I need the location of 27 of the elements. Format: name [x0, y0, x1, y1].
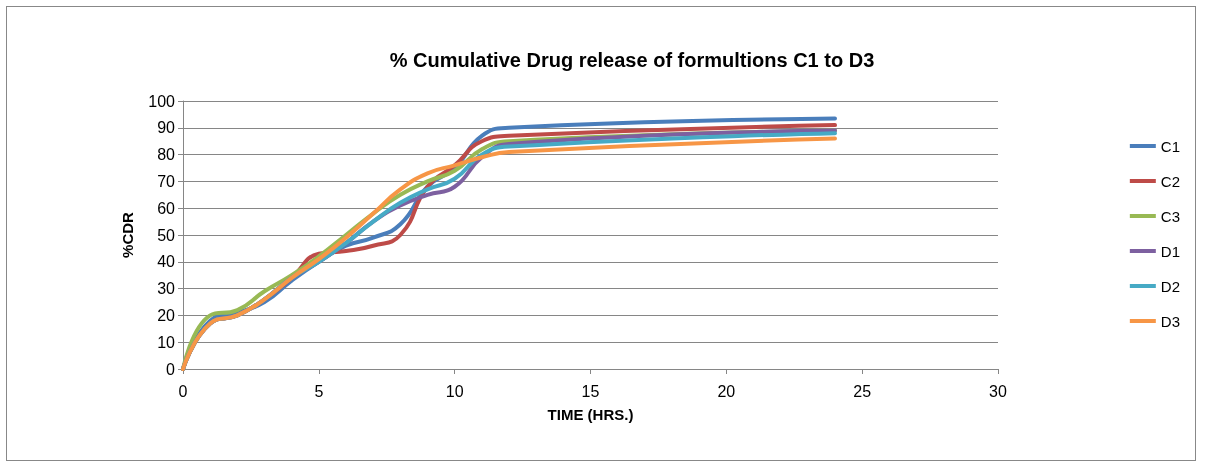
y-tick-label: 70: [157, 172, 176, 190]
x-tick-label: 20: [717, 382, 736, 400]
y-tick-label: 60: [157, 199, 176, 217]
y-tick-label: 30: [157, 280, 176, 298]
y-tick-label: 10: [157, 333, 176, 351]
chart-title: % Cumulative Drug release of formultions C1 to D3: [389, 49, 875, 71]
x-tick-label: 10: [445, 382, 464, 400]
x-tick-label: 0: [178, 382, 188, 400]
y-axis-title: %CDR: [119, 211, 136, 258]
legend-label: C3: [1160, 207, 1181, 225]
y-tick-label: 0: [166, 360, 176, 378]
y-tick-label: 20: [157, 306, 176, 324]
legend-label: C1: [1160, 137, 1181, 155]
legend-label: D2: [1160, 277, 1181, 295]
x-tick-label: 25: [853, 382, 872, 400]
legend-label: C2: [1160, 172, 1181, 190]
y-tick-label: 90: [157, 119, 176, 137]
legend-label: D1: [1160, 242, 1181, 260]
y-tick-label: 100: [148, 92, 176, 110]
y-tick-label: 40: [157, 253, 176, 271]
x-tick-label: 30: [989, 382, 1007, 400]
x-axis-title: TIME (HRS.): [547, 406, 634, 423]
x-tick-label: 5: [314, 382, 324, 400]
y-tick-label: 50: [157, 226, 176, 244]
legend-label: D3: [1160, 312, 1181, 330]
y-tick-label: 80: [157, 146, 176, 164]
x-tick-label: 15: [581, 382, 600, 400]
